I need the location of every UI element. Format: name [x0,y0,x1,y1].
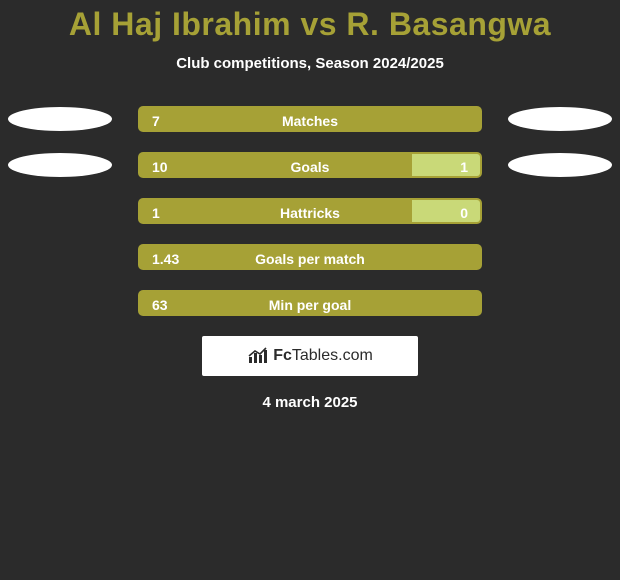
stat-value-right: 1 [460,154,468,178]
stat-value-left: 7 [152,108,160,132]
stat-bar: Hattricks1 0 [138,198,482,224]
fctables-logo: FcTables.com [202,336,418,376]
comparison-infographic: Al Haj Ibrahim vs R. Basangwa Club compe… [0,6,620,580]
player-right-marker [508,107,612,131]
player-right-marker [508,153,612,177]
stat-value-left: 1.43 [152,246,179,270]
stat-row: Matches7 [0,106,620,132]
stat-rows: Matches7Goals101Hattricks10Goals per mat… [0,106,620,316]
stat-row: Goals10 1 [0,152,620,178]
stat-label: Matches [140,108,480,132]
player-left-marker [8,153,112,177]
chart-icon [247,347,269,365]
stat-bar: Min per goal63 [138,290,482,316]
stat-label: Min per goal [140,292,480,316]
page-title: Al Haj Ibrahim vs R. Basangwa [0,6,620,43]
logo-prefix: Fc [273,347,292,364]
stat-row: Goals per match1.43 [0,244,620,270]
stat-label: Goals [140,154,480,178]
stat-bar: Goals per match1.43 [138,244,482,270]
stat-row: Hattricks1 0 [0,198,620,224]
stat-value-left: 1 [152,200,160,224]
player-left-marker [8,107,112,131]
footer-date: 4 march 2025 [0,394,620,411]
stat-value-right: 0 [460,200,468,224]
stat-label: Goals per match [140,246,480,270]
stat-value-left: 10 [152,154,168,178]
stat-row: Min per goal63 [0,290,620,316]
stat-bar: Goals10 1 [138,152,482,178]
logo-text: FcTables.com [273,347,373,365]
stat-label: Hattricks [140,200,480,224]
logo-suffix: Tables.com [292,347,373,364]
page-subtitle: Club competitions, Season 2024/2025 [0,55,620,72]
stat-bar: Matches7 [138,106,482,132]
stat-value-left: 63 [152,292,168,316]
